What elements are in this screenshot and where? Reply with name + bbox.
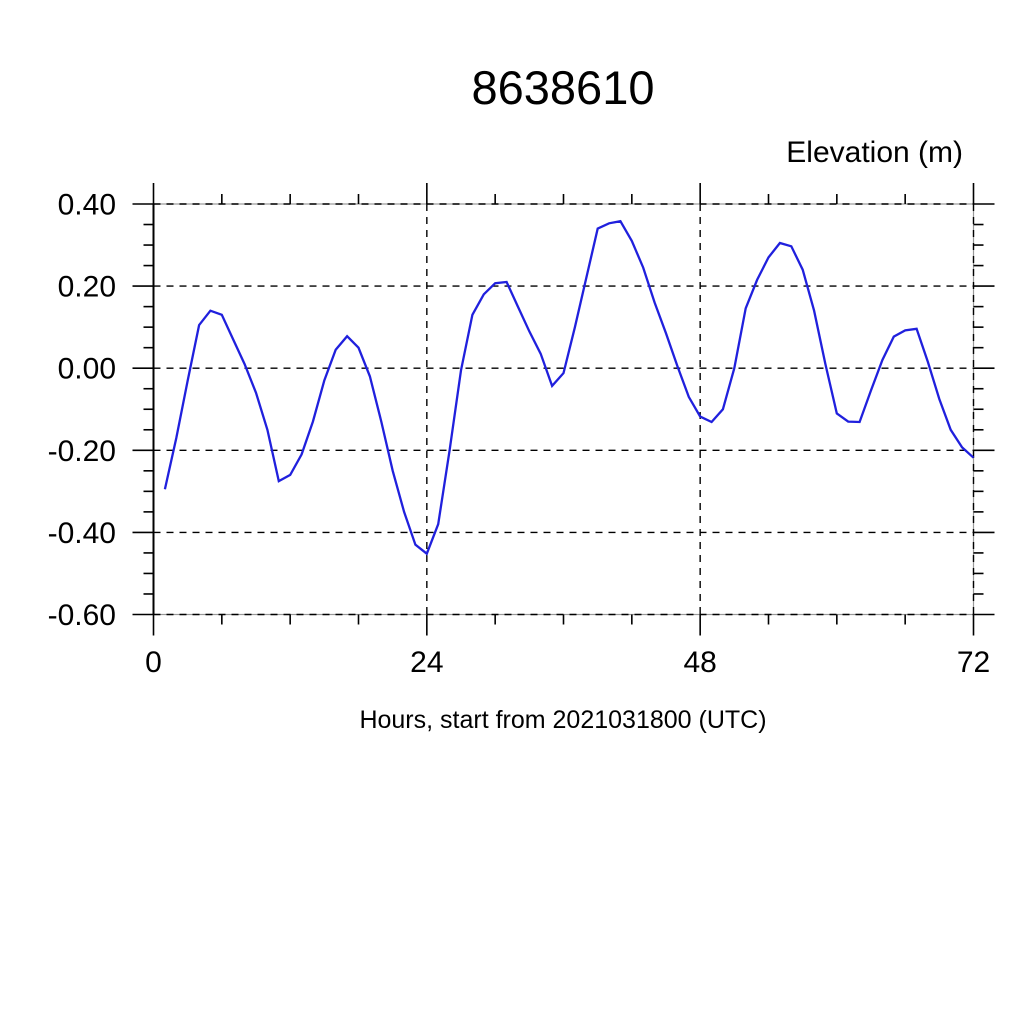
y-tick-label: 0.20 bbox=[58, 271, 116, 304]
elevation-unit-label: Elevation (m) bbox=[786, 136, 963, 169]
x-tick-label: 72 bbox=[957, 646, 990, 679]
x-axis-label: Hours, start from 2021031800 (UTC) bbox=[359, 706, 767, 734]
x-tick-label: 48 bbox=[683, 646, 716, 679]
elevation-line bbox=[163, 219, 975, 556]
y-tick-label: -0.40 bbox=[48, 517, 116, 550]
y-tick-label: 0.00 bbox=[58, 353, 116, 386]
plot-frame bbox=[152, 203, 975, 616]
x-tick-label: 24 bbox=[410, 646, 443, 679]
chart-title: 8638610 bbox=[471, 61, 655, 114]
y-tick-label: -0.20 bbox=[48, 435, 116, 468]
y-tick-label: -0.60 bbox=[48, 599, 116, 632]
x-tick-label: 0 bbox=[145, 646, 162, 679]
y-tick-label: 0.40 bbox=[58, 189, 116, 222]
